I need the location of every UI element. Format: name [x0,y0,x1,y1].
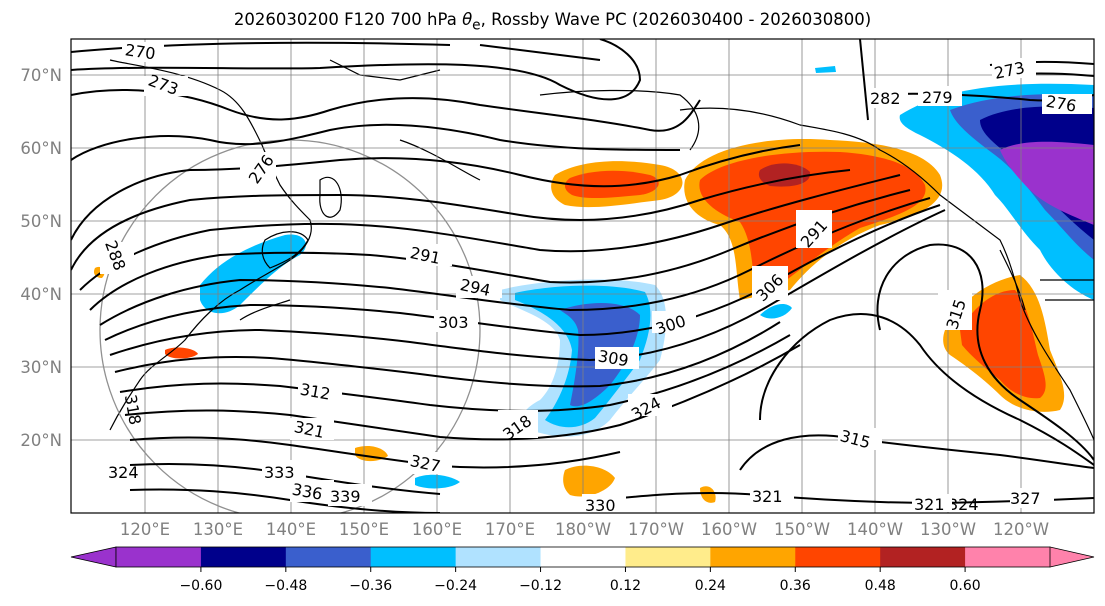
colorbar-tick-label: 0.12 [610,578,641,594]
colorbar-tick-label: −0.60 [179,578,222,594]
colorbar-tick-label: 0.36 [780,578,811,594]
colorbar-segment [200,547,287,567]
longitude-labels: 120°E 130°E 140°E 150°E 160°E 170°E 180°… [120,520,1049,539]
colorbar-tick-label: 0.60 [950,578,981,594]
colorbar-tick-label: 0.48 [865,578,896,594]
latitude-labels: 70°N 60°N 50°N 40°N 30°N 20°N [20,66,62,450]
lon-label: 160°W [701,520,757,539]
lat-label: 50°N [20,212,62,231]
colorbar-tick-label: −0.36 [349,578,392,594]
colorbar-segment [795,547,881,567]
contour-label: 279 [922,88,953,107]
lon-label: 130°E [193,520,243,539]
lat-label: 40°N [20,285,62,304]
lon-label: 120°E [120,520,170,539]
colorbar-segment [116,547,202,567]
contour-label: 339 [330,487,361,506]
lat-label: 70°N [20,66,62,85]
contour-label: 324 [108,463,139,482]
colorbar-segment [370,547,457,567]
lat-label: 30°N [20,358,62,377]
contour-label: 327 [1010,489,1041,508]
contour-label: 270 [124,40,157,63]
contour-label: 324 [948,495,979,514]
contour-label: 321 [914,495,945,514]
lon-label: 130°W [920,520,976,539]
lon-label: 170°W [628,520,684,539]
colorbar-tick-label: 0.24 [695,578,726,594]
colorbar-tick-label: −0.12 [519,578,562,594]
map-title: 2026030200 F120 700 hPa θe, Rossby Wave … [233,10,872,34]
colorbar-segment [455,547,542,567]
contour-label: 303 [438,313,469,332]
map-frame [70,38,1095,514]
lon-label: 150°E [339,520,389,539]
colorbar-segment [880,547,966,567]
lat-label: 60°N [20,139,62,158]
map-content: 270 273 276 288 291 294 303 300 309 312 … [71,39,1094,515]
lon-label: 180°W [555,520,611,539]
colorbar: −0.60 −0.48 −0.36 −0.24 −0.12 0.12 0.24 0.36 0.4… [70,546,1095,594]
colorbar-frame [115,546,1051,568]
lon-label: 120°W [993,520,1049,539]
contour-label: 282 [870,89,901,108]
contour-label: 330 [585,496,616,515]
lon-label: 160°E [412,520,462,539]
colorbar-extend-over [1049,546,1095,568]
lon-label: 140°E [266,520,316,539]
colorbar-segment [540,547,626,567]
colorbar-tick-label: −0.24 [434,578,477,594]
contour-label: 321 [752,487,783,506]
lon-label: 150°W [774,520,830,539]
lon-label: 170°E [485,520,535,539]
colorbar-segment [965,547,1051,567]
contour-label: 333 [264,463,295,482]
colorbar-extend-under [70,546,117,568]
colorbar-segment [625,547,711,567]
colorbar-segment [285,547,372,567]
shading-layer [93,66,1094,503]
colorbar-tick-label: −0.48 [264,578,307,594]
lon-label: 140°W [847,520,903,539]
lat-label: 20°N [20,431,62,450]
contour-labels: 270 273 276 288 291 294 303 300 309 312 … [100,40,1092,515]
colorbar-segment [710,547,796,567]
